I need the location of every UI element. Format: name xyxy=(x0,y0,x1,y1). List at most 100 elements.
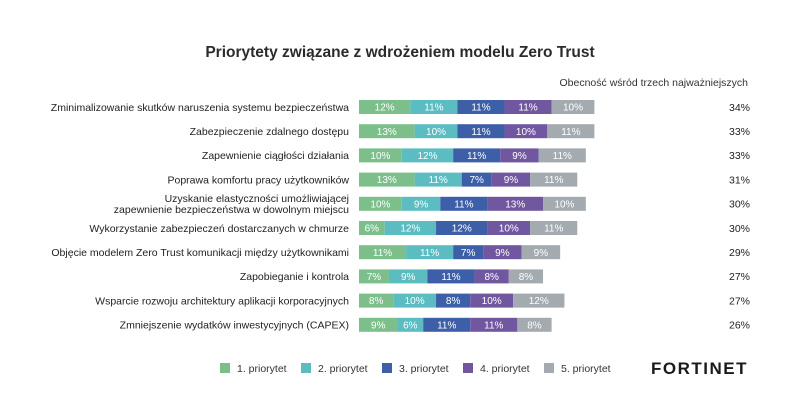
row-total-label: 30% xyxy=(729,199,750,211)
fortinet-logo-text: FORTINET xyxy=(651,359,748,378)
bar-segment xyxy=(397,317,424,332)
segment-value-label: 11% xyxy=(437,320,456,331)
bar-segment xyxy=(384,221,437,235)
bar-segment xyxy=(457,124,505,139)
chart-subtitle: Obecność wśród trzech najważniejszych xyxy=(560,77,749,89)
segment-value-label: 11% xyxy=(553,151,572,162)
category-label-line: Objęcie modelem Zero Trust komunikacji m… xyxy=(51,247,349,259)
legend-item: 4. priorytet xyxy=(463,363,530,375)
bar-row: Objęcie modelem Zero Trust komunikacji m… xyxy=(51,245,750,260)
bar-segment xyxy=(513,293,565,308)
bar-segment xyxy=(453,245,484,260)
bar-segment xyxy=(487,196,544,211)
bar-segment xyxy=(487,221,531,235)
segment-value-label: 10% xyxy=(554,199,574,210)
row-total-label: 31% xyxy=(729,174,750,186)
bar-segment xyxy=(359,148,402,163)
category-label-line: Zmniejszenie wydatków inwestycyjnych (CA… xyxy=(120,320,349,332)
segment-value-label: 12% xyxy=(375,103,395,114)
bar-segment xyxy=(538,148,586,163)
bar-row: Zapewnienie ciągłości działania 10% 12% 11%… xyxy=(202,148,750,163)
segment-value-label: 9% xyxy=(414,199,429,210)
segment-value-label: 8% xyxy=(519,272,534,283)
legend-item: 3. priorytet xyxy=(382,363,449,375)
bar-segment xyxy=(461,172,492,187)
segment-value-label: 12% xyxy=(529,296,549,307)
segment-value-label: 10% xyxy=(370,199,390,210)
segment-value-label: 10% xyxy=(563,103,583,114)
legend-swatch xyxy=(382,363,392,373)
category-label-line: Uzyskanie elastyczności umożliwiającej xyxy=(165,193,349,205)
segment-value-label: 9% xyxy=(371,320,386,331)
category-label: Uzyskanie elastyczności umożliwiającej za… xyxy=(114,193,349,216)
category-label: Poprawa komfortu pracy użytkowników xyxy=(168,174,350,186)
category-label: Wykorzystanie zabezpieczeń dostarczanych… xyxy=(89,223,349,235)
segment-value-label: 9% xyxy=(534,248,549,259)
bar-segment xyxy=(440,196,488,211)
bar-segment xyxy=(504,124,548,139)
bar-segment xyxy=(500,148,539,163)
legend-label: 2. priorytet xyxy=(318,363,368,375)
legend-swatch xyxy=(301,363,311,373)
legend: 1. priorytet 2. priorytet 3. priorytet 4. p… xyxy=(220,363,611,375)
segment-value-label: 11% xyxy=(420,248,439,259)
bar-segment xyxy=(359,293,394,308)
row-total-label: 33% xyxy=(729,126,750,138)
segment-value-label: 11% xyxy=(467,151,486,162)
segment-value-label: 8% xyxy=(484,272,499,283)
bar-segment xyxy=(517,317,552,332)
category-label-line: Zapobieganie i kontrola xyxy=(240,271,349,283)
bar-segment xyxy=(401,148,454,163)
segment-value-label: 11% xyxy=(518,103,537,114)
row-total-label: 29% xyxy=(729,247,750,259)
bar-segment xyxy=(504,100,552,114)
bar-segment xyxy=(423,317,471,332)
bar-segment xyxy=(427,269,475,284)
bar-segment xyxy=(359,245,407,260)
bar-row: Wykorzystanie zabezpieczeń dostarczanych… xyxy=(89,221,750,235)
category-label-line: Poprawa komfortu pracy użytkowników xyxy=(168,174,350,186)
bar-segment xyxy=(359,124,415,139)
bar-row: Zapobieganie i kontrola 7% 9% 11% 8% 8% 27% xyxy=(240,269,750,284)
bar-row: Poprawa komfortu pracy użytkowników 13% 11… xyxy=(168,172,750,187)
segment-value-label: 11% xyxy=(429,175,448,186)
segment-value-label: 7% xyxy=(469,175,484,186)
segment-value-label: 9% xyxy=(512,151,527,162)
bar-segment xyxy=(491,172,531,187)
bar-segment xyxy=(470,293,514,308)
bar-segment xyxy=(359,317,398,332)
category-label-line: Wsparcie rozwoju architektury aplikacji … xyxy=(95,295,349,307)
segment-value-label: 6% xyxy=(365,224,380,235)
bar-row: Zminimalizowanie skutków naruszenia syst… xyxy=(51,100,750,114)
legend-swatch xyxy=(544,363,554,373)
segment-value-label: 10% xyxy=(370,151,390,162)
category-label-line: Zapewnienie ciągłości działania xyxy=(202,150,349,162)
category-label: Zapewnienie ciągłości działania xyxy=(202,150,349,162)
segment-value-label: 13% xyxy=(377,175,397,186)
bar-segment xyxy=(474,269,509,284)
category-label: Zmniejszenie wydatków inwestycyjnych (CA… xyxy=(120,320,349,332)
bars-group: Zminimalizowanie skutków naruszenia syst… xyxy=(51,100,750,332)
category-label-line: Zminimalizowanie skutków naruszenia syst… xyxy=(51,102,349,114)
legend-item: 1. priorytet xyxy=(220,363,287,375)
segment-value-label: 11% xyxy=(544,175,563,186)
legend-swatch xyxy=(220,363,230,373)
bar-segment xyxy=(401,196,441,211)
bar-segment xyxy=(388,269,428,284)
bar-segment xyxy=(453,148,501,163)
category-label: Wsparcie rozwoju architektury aplikacji … xyxy=(95,295,349,307)
segment-value-label: 8% xyxy=(527,320,542,331)
legend-label: 1. priorytet xyxy=(237,363,287,375)
row-total-label: 26% xyxy=(729,320,750,332)
segment-value-label: 11% xyxy=(424,103,443,114)
segment-value-label: 10% xyxy=(499,224,519,235)
bar-segment xyxy=(359,221,385,235)
bar-segment xyxy=(359,100,411,114)
bar-segment xyxy=(414,124,458,139)
chart-title: Priorytety związane z wdrożeniem modelu … xyxy=(205,44,594,61)
bar-segment xyxy=(359,269,389,284)
segment-value-label: 11% xyxy=(471,103,490,114)
bar-segment xyxy=(521,245,561,260)
segment-value-label: 9% xyxy=(401,272,416,283)
